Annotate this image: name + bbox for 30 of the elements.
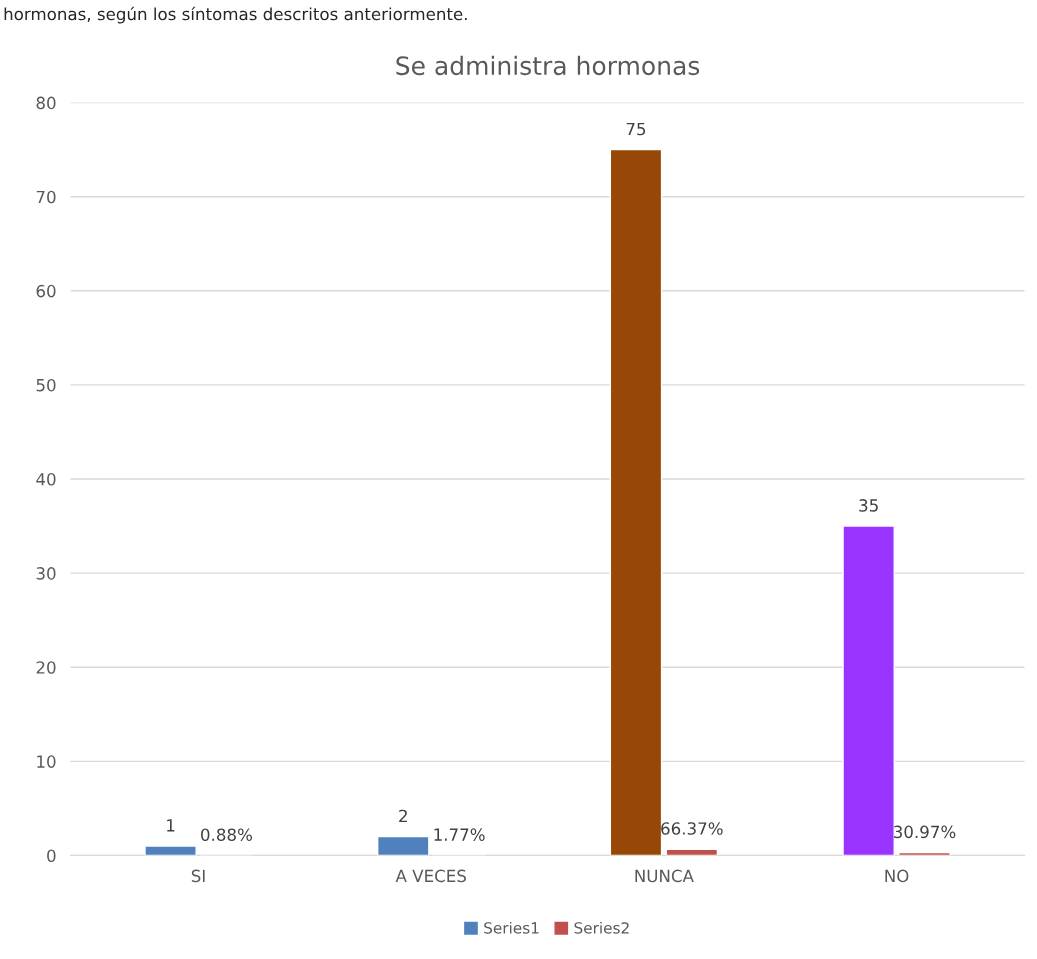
data-label: 2	[399, 809, 407, 823]
data-label: 66.37%	[661, 822, 723, 835]
x-tick-label: A VECES	[395, 869, 466, 883]
y-tick-label: 40	[36, 472, 56, 486]
bar	[842, 525, 895, 856]
data-label: 35	[859, 499, 878, 512]
x-tick-label: NO	[885, 869, 909, 883]
legend-label: Series1	[484, 921, 539, 934]
x-tick-label: SI	[191, 869, 205, 883]
data-label: 1.77%	[434, 828, 485, 841]
bar	[144, 845, 197, 856]
y-tick-label: 10	[37, 755, 56, 768]
y-tick-label: 0	[47, 849, 56, 862]
y-tick-label: 60	[36, 284, 56, 298]
y-tick-label: 80	[36, 96, 56, 110]
x-tick-label: NUNCA	[635, 869, 694, 883]
y-tick-label: 50	[36, 378, 56, 392]
text: hormonas, según los síntomas descritos anteriormente.	[4, 6, 467, 24]
bar	[665, 848, 719, 856]
bar	[376, 835, 430, 856]
chart-title: Se administra hormonas	[396, 55, 700, 76]
y-tick-label: 30	[36, 567, 56, 580]
y-tick-label: 70	[36, 190, 56, 204]
legend-label: Series2	[574, 921, 629, 934]
data-label: 75	[626, 122, 646, 136]
data-label: 30.97%	[893, 825, 956, 839]
bar	[609, 148, 663, 856]
data-label: 1	[167, 819, 175, 832]
data-label: 0.88%	[201, 828, 252, 841]
y-tick-label: 20	[36, 661, 56, 674]
